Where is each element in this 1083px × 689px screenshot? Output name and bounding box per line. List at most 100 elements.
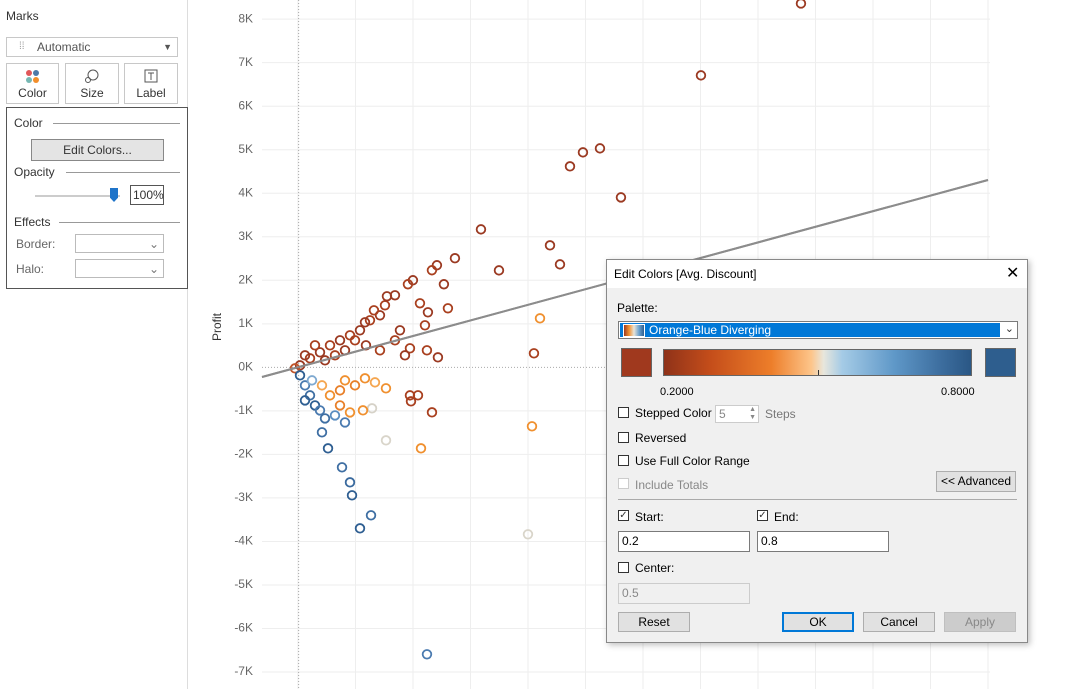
start-checkbox[interactable]: ✓ (618, 510, 629, 521)
center-label: Center: (635, 561, 675, 575)
palette-dropdown[interactable]: Orange-Blue Diverging ⌄ (618, 321, 1018, 339)
stepped-label: Stepped Color (635, 406, 712, 420)
advanced-button[interactable]: << Advanced (936, 471, 1016, 492)
point (404, 343, 416, 354)
point (344, 330, 356, 341)
point (534, 313, 546, 324)
point (594, 143, 606, 154)
border-dropdown[interactable]: ⌄ (75, 234, 164, 253)
mark-type: Automatic (37, 40, 91, 54)
point (316, 380, 328, 391)
end-label: End: (774, 510, 799, 524)
y-tick-label: 0K (238, 360, 253, 374)
mark-type-dropdown[interactable]: Automatic ⁞⁞ ▼ (6, 37, 178, 57)
separator (66, 172, 180, 173)
start-label: Start: (635, 510, 664, 524)
point (526, 421, 538, 432)
point (354, 523, 366, 534)
end-input[interactable]: 0.8 (757, 531, 889, 552)
point (324, 340, 336, 351)
start-swatch[interactable] (621, 348, 652, 377)
halo-label: Halo: (16, 262, 45, 276)
palette-label: Palette: (617, 301, 658, 315)
point (795, 0, 807, 9)
point (334, 385, 346, 396)
edit-colors-dialog: Edit Colors [Avg. Discount] ✕ Palette: O… (606, 259, 1028, 643)
point (422, 307, 434, 318)
point (336, 462, 348, 473)
point (369, 377, 381, 388)
marks-panel: Marks Automatic ⁞⁞ ▼ Color Size Label Co… (0, 0, 188, 689)
y-tick-label: 1K (238, 316, 253, 330)
palette-value: Orange-Blue Diverging (649, 323, 772, 337)
separator (53, 123, 180, 124)
y-tick-label: -3K (234, 490, 253, 504)
separator (618, 499, 1017, 500)
point (309, 400, 321, 411)
steps-input: 5 ▲ ▼ (715, 405, 759, 423)
point (544, 240, 556, 251)
range-end: 0.8000 (941, 386, 975, 398)
opacity-heading: Opacity (14, 165, 55, 179)
opacity-input[interactable]: 100% (130, 185, 164, 205)
point (334, 400, 346, 411)
steps-label: Steps (765, 407, 796, 421)
point (329, 410, 341, 421)
point (322, 443, 334, 454)
point (339, 375, 351, 386)
point (554, 259, 566, 270)
full-range-label: Use Full Color Range (635, 454, 750, 468)
end-swatch[interactable] (985, 348, 1016, 377)
size-button[interactable]: Size (65, 63, 119, 104)
point (414, 298, 426, 309)
opacity-slider[interactable] (35, 195, 120, 197)
point (359, 317, 371, 328)
y-axis-label: Profit (210, 312, 224, 341)
point (359, 373, 371, 384)
point (349, 380, 361, 391)
close-button[interactable]: ✕ (1006, 265, 1020, 282)
point (354, 325, 366, 336)
y-tick-label: -5K (234, 577, 253, 591)
cancel-button[interactable]: Cancel (863, 612, 935, 632)
full-range-checkbox[interactable] (618, 455, 629, 466)
point (399, 350, 411, 361)
point (615, 192, 627, 203)
y-tick-label: 3K (238, 229, 253, 243)
center-input: 0.5 (618, 583, 750, 604)
slider-thumb[interactable] (110, 188, 118, 202)
ok-button[interactable]: OK (782, 612, 854, 632)
point (380, 435, 392, 446)
y-tick-label: 2K (238, 272, 253, 286)
center-checkbox[interactable] (618, 562, 629, 573)
point (357, 405, 369, 416)
y-tick-label: -1K (234, 403, 253, 417)
start-input[interactable]: 0.2 (618, 531, 750, 552)
gradient-bar (663, 349, 972, 376)
point (577, 147, 589, 158)
reset-button[interactable]: Reset (618, 612, 690, 632)
end-checkbox[interactable]: ✓ (757, 510, 768, 521)
color-button[interactable]: Color (6, 63, 59, 104)
point (368, 305, 380, 316)
point (426, 265, 438, 276)
point (299, 350, 311, 361)
point (695, 70, 707, 81)
point (365, 510, 377, 521)
point (319, 413, 331, 424)
button-label: Color (18, 86, 47, 100)
point (402, 279, 414, 290)
point (299, 395, 311, 406)
point (346, 490, 358, 501)
label-button[interactable]: Label (124, 63, 178, 104)
point (432, 352, 444, 363)
point (324, 390, 336, 401)
edit-colors-button[interactable]: Edit Colors... (31, 139, 164, 161)
point (304, 390, 316, 401)
y-tick-label: -7K (234, 664, 253, 678)
reversed-checkbox[interactable] (618, 432, 629, 443)
stepped-checkbox[interactable] (618, 407, 629, 418)
border-label: Border: (16, 237, 56, 251)
steps-value: 5 (719, 407, 726, 421)
halo-dropdown[interactable]: ⌄ (75, 259, 164, 278)
